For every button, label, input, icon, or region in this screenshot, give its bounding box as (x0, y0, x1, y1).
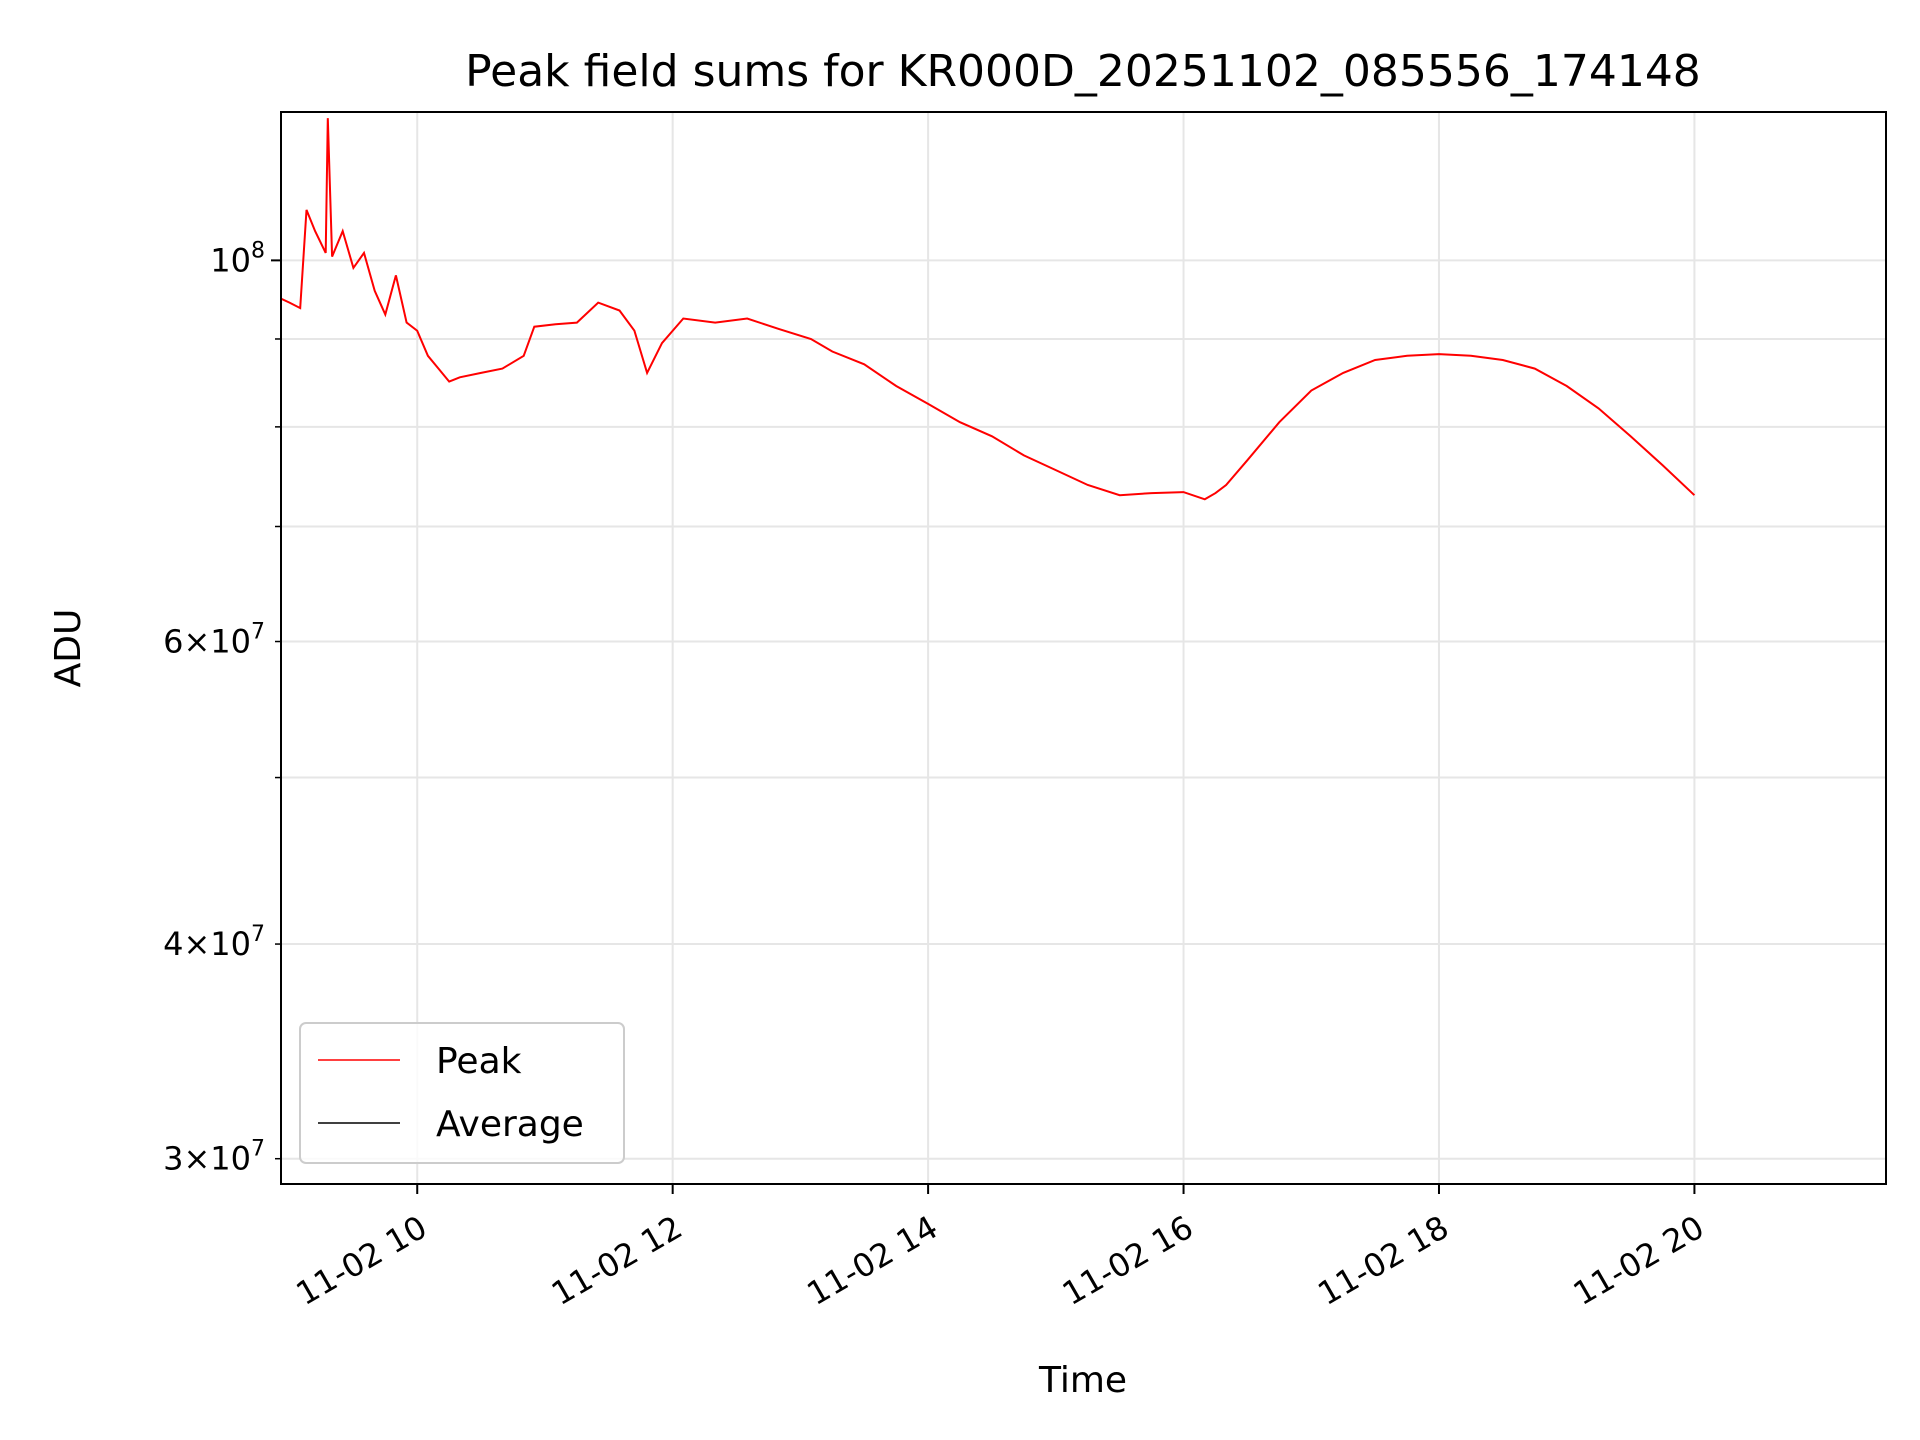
legend: Peak Average (299, 1022, 625, 1164)
legend-box (299, 1022, 625, 1164)
y-tick-label: 4×107 (163, 922, 265, 963)
y-tick-label: 108 (210, 238, 265, 279)
plot-frame (280, 111, 1887, 1185)
y-ticks: 108 3×107 4×107 6×107 (163, 238, 281, 1178)
x-axis-label: Time (1038, 1360, 1127, 1401)
legend-average-label: Average (436, 1104, 584, 1145)
y-axis-label: ADU (48, 609, 89, 688)
y-tick-label: 3×107 (163, 1137, 265, 1178)
series-line-peak (281, 118, 1696, 501)
legend-peak-label: Peak (436, 1041, 522, 1082)
series-lines (281, 118, 1696, 501)
y-tick-label: 6×107 (163, 620, 265, 661)
chart-title: Peak field sums for KR000D_20251102_0855… (465, 46, 1701, 97)
